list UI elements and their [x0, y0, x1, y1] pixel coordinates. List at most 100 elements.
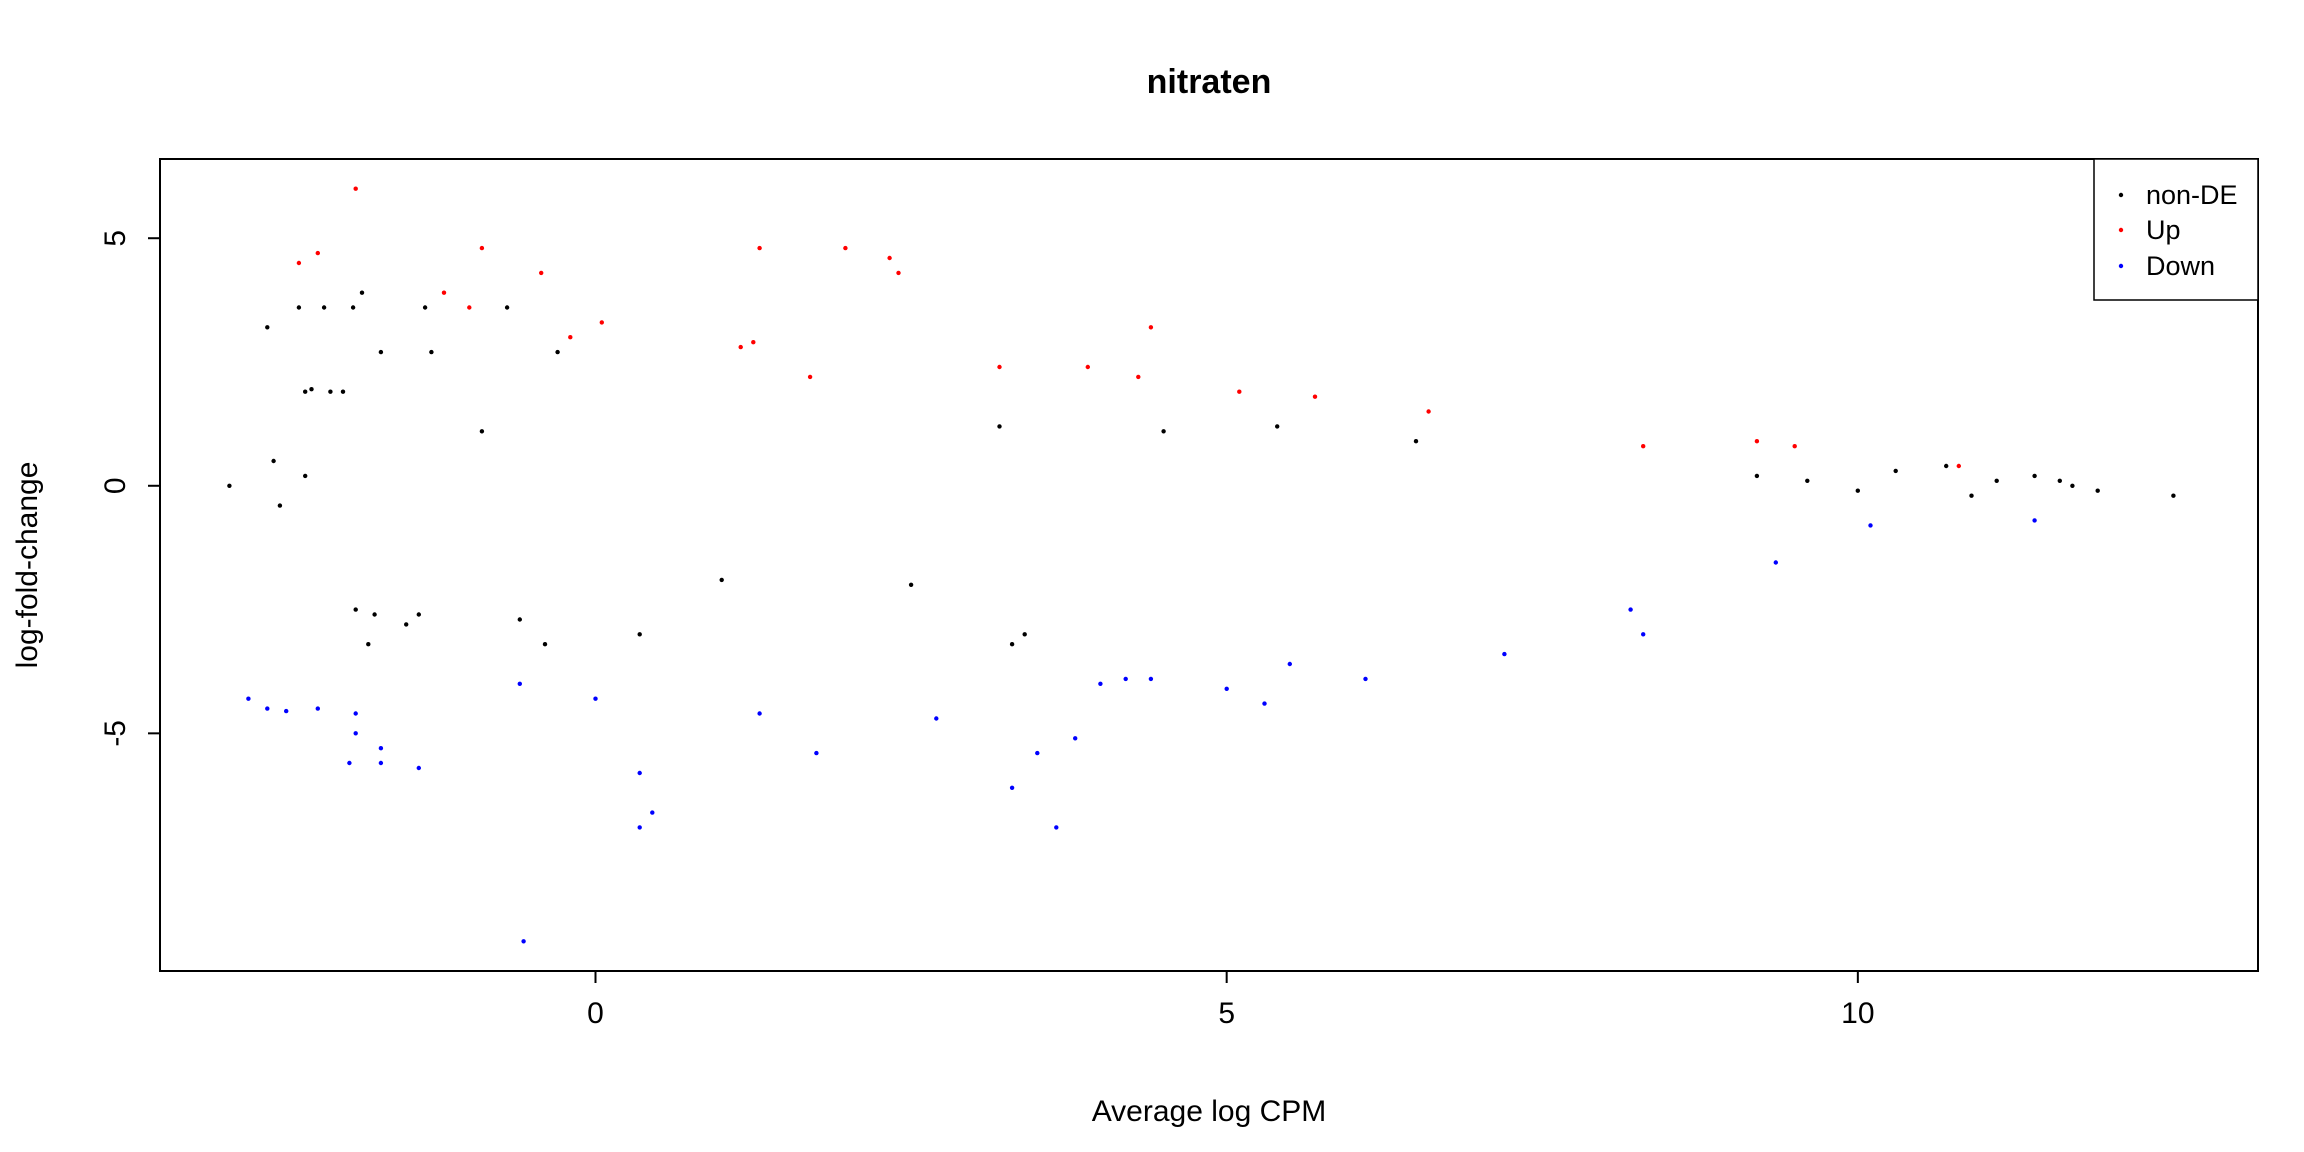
data-point [303, 473, 308, 479]
data-point [637, 825, 642, 830]
x-tick-label: 10 [1841, 997, 1874, 1030]
data-point [2070, 483, 2075, 488]
data-point [599, 320, 604, 325]
data-point [1754, 473, 1760, 479]
data-point [1641, 444, 1646, 449]
data-point [1855, 488, 1861, 493]
data-point [1363, 676, 1368, 682]
data-point [542, 642, 548, 647]
data-point [347, 760, 352, 766]
legend-label-down: Down [2146, 251, 2215, 281]
data-point [303, 389, 308, 394]
plot-frame [159, 158, 2259, 972]
data-point [1994, 478, 1999, 483]
data-point [296, 260, 302, 266]
series-down [246, 518, 2037, 944]
chart-title: nitraten [1147, 63, 1272, 101]
data-point [422, 305, 428, 310]
data-point [650, 810, 655, 815]
data-point [2057, 478, 2062, 483]
data-point [1224, 686, 1229, 691]
data-point [517, 617, 522, 622]
data-point [340, 389, 346, 394]
data-point [277, 503, 283, 508]
y-axis: 5 0 -5 [99, 230, 161, 747]
data-point [353, 711, 358, 716]
x-axis-label: Average log CPM [1092, 1095, 1327, 1128]
data-point [1262, 701, 1267, 706]
data-point [315, 706, 320, 711]
y-tick-label: -5 [99, 720, 132, 747]
x-tick-label: 0 [587, 997, 604, 1030]
data-point [2032, 518, 2037, 523]
data-point [353, 607, 358, 612]
data-point [1275, 424, 1280, 429]
data-point [378, 746, 384, 751]
data-point [1773, 560, 1779, 565]
data-point [908, 582, 914, 587]
data-point [814, 750, 819, 756]
data-point [997, 424, 1002, 429]
data-point [1868, 523, 1873, 528]
legend-marker-down [2118, 263, 2124, 269]
data-point [1628, 607, 1633, 612]
data-point [1022, 632, 1027, 637]
data-point [479, 429, 485, 434]
data-point [1161, 429, 1166, 434]
x-axis: 0 5 10 [587, 970, 1875, 1030]
data-point [807, 374, 813, 380]
data-point [321, 305, 327, 310]
data-point [404, 622, 409, 627]
data-point [429, 349, 434, 355]
x-tick-label: 5 [1218, 997, 1235, 1030]
data-point [315, 250, 320, 256]
data-point [593, 696, 598, 701]
data-point [359, 290, 365, 295]
data-point [521, 939, 526, 944]
data-point [350, 305, 356, 310]
data-point [504, 305, 510, 310]
data-point [1805, 478, 1810, 483]
data-point [1426, 409, 1431, 414]
series-up [296, 186, 1962, 469]
data-point [751, 340, 756, 345]
data-point [353, 731, 358, 736]
data-point [637, 632, 642, 637]
legend-marker-non-de [2118, 192, 2124, 198]
data-point [2095, 488, 2100, 493]
data-point [271, 458, 276, 464]
data-point [265, 325, 270, 330]
data-point [1148, 676, 1154, 682]
data-point [1009, 785, 1015, 790]
data-point [1085, 364, 1091, 370]
data-point [246, 696, 251, 701]
data-point [309, 387, 314, 392]
data-point [539, 270, 544, 276]
data-point [1502, 651, 1507, 657]
data-point [1413, 439, 1419, 444]
data-point [568, 335, 573, 340]
data-point [1969, 493, 1974, 498]
data-point [1148, 325, 1154, 330]
data-point [1754, 439, 1760, 444]
data-point [1641, 632, 1646, 637]
data-point [1287, 661, 1293, 667]
data-point [517, 681, 522, 686]
data-point [378, 760, 384, 766]
y-tick-label: 5 [99, 230, 132, 247]
legend-label-up: Up [2146, 215, 2181, 245]
data-point [997, 364, 1002, 370]
data-point [1312, 394, 1318, 399]
data-point [2171, 493, 2176, 498]
data-point [637, 770, 642, 776]
data-point [467, 305, 472, 310]
data-point [1035, 750, 1040, 756]
data-point [555, 349, 560, 355]
data-point [887, 255, 892, 261]
data-point [757, 711, 762, 716]
data-point [757, 245, 762, 251]
data-point [227, 483, 232, 488]
data-point [372, 612, 377, 617]
data-point [1237, 389, 1242, 394]
